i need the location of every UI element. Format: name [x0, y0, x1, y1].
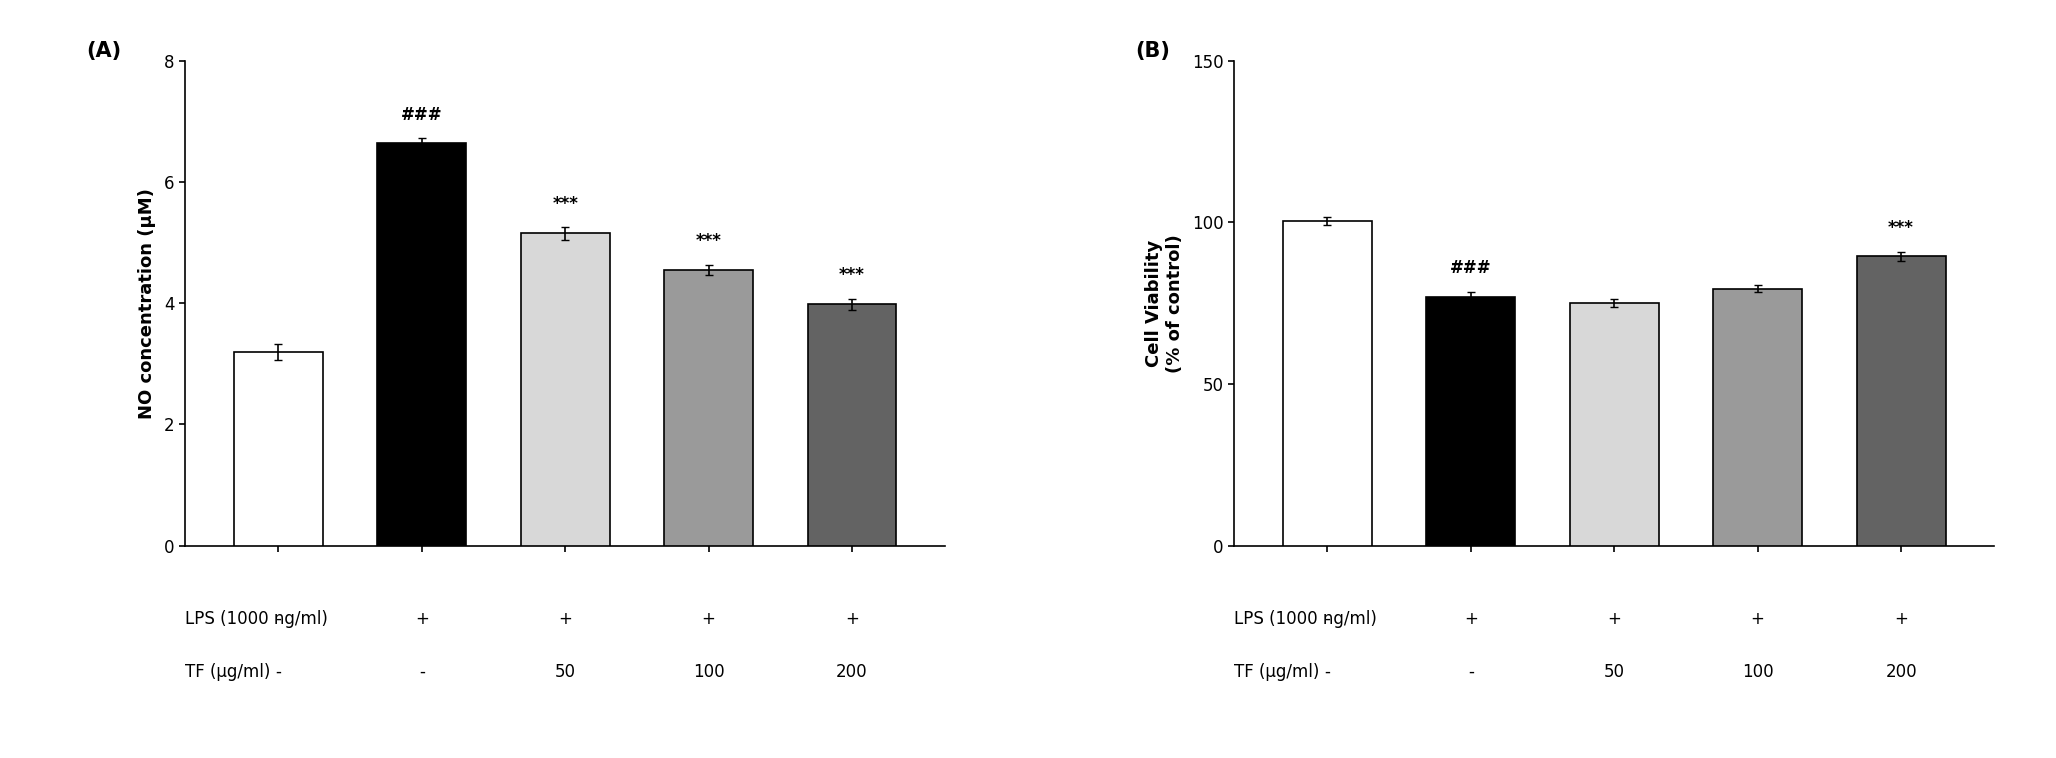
Text: -: -: [419, 663, 426, 681]
Text: 100: 100: [693, 663, 724, 681]
Text: 200: 200: [837, 663, 868, 681]
Text: ###: ###: [401, 105, 442, 124]
Text: -: -: [1324, 609, 1330, 628]
Text: LPS (1000 ng/ml): LPS (1000 ng/ml): [1234, 609, 1378, 628]
Text: TF (μg/ml): TF (μg/ml): [1234, 663, 1320, 681]
Text: +: +: [1608, 609, 1622, 628]
Bar: [1713, 289, 1803, 546]
Text: ***: ***: [1887, 219, 1914, 237]
Text: 50: 50: [555, 663, 576, 681]
Text: 50: 50: [1604, 663, 1624, 681]
Bar: [808, 305, 896, 546]
Text: 100: 100: [1741, 663, 1774, 681]
Text: +: +: [845, 609, 859, 628]
Text: TF (μg/ml): TF (μg/ml): [185, 663, 271, 681]
Text: -: -: [1468, 663, 1474, 681]
Text: +: +: [1894, 609, 1908, 628]
Y-axis label: NO concentration (μM): NO concentration (μM): [138, 188, 156, 418]
Text: +: +: [557, 609, 572, 628]
Text: +: +: [415, 609, 428, 628]
Text: -: -: [276, 609, 282, 628]
Bar: [1857, 256, 1945, 546]
Bar: [664, 270, 752, 546]
Text: ###: ###: [1449, 259, 1491, 277]
Text: ***: ***: [695, 233, 722, 250]
Y-axis label: Cell Viability
(% of control): Cell Viability (% of control): [1145, 233, 1184, 373]
Text: (A): (A): [86, 41, 121, 61]
Text: (B): (B): [1135, 41, 1170, 61]
Bar: [234, 352, 323, 546]
Bar: [1427, 296, 1515, 546]
Bar: [1569, 303, 1659, 546]
Text: +: +: [701, 609, 715, 628]
Bar: [376, 143, 467, 546]
Text: LPS (1000 ng/ml): LPS (1000 ng/ml): [185, 609, 327, 628]
Bar: [1283, 221, 1371, 546]
Text: +: +: [1752, 609, 1764, 628]
Text: -: -: [1324, 663, 1330, 681]
Text: ***: ***: [553, 195, 578, 213]
Text: -: -: [276, 663, 282, 681]
Text: ***: ***: [839, 266, 866, 284]
Text: 200: 200: [1885, 663, 1916, 681]
Text: +: +: [1464, 609, 1478, 628]
Bar: [520, 233, 611, 546]
